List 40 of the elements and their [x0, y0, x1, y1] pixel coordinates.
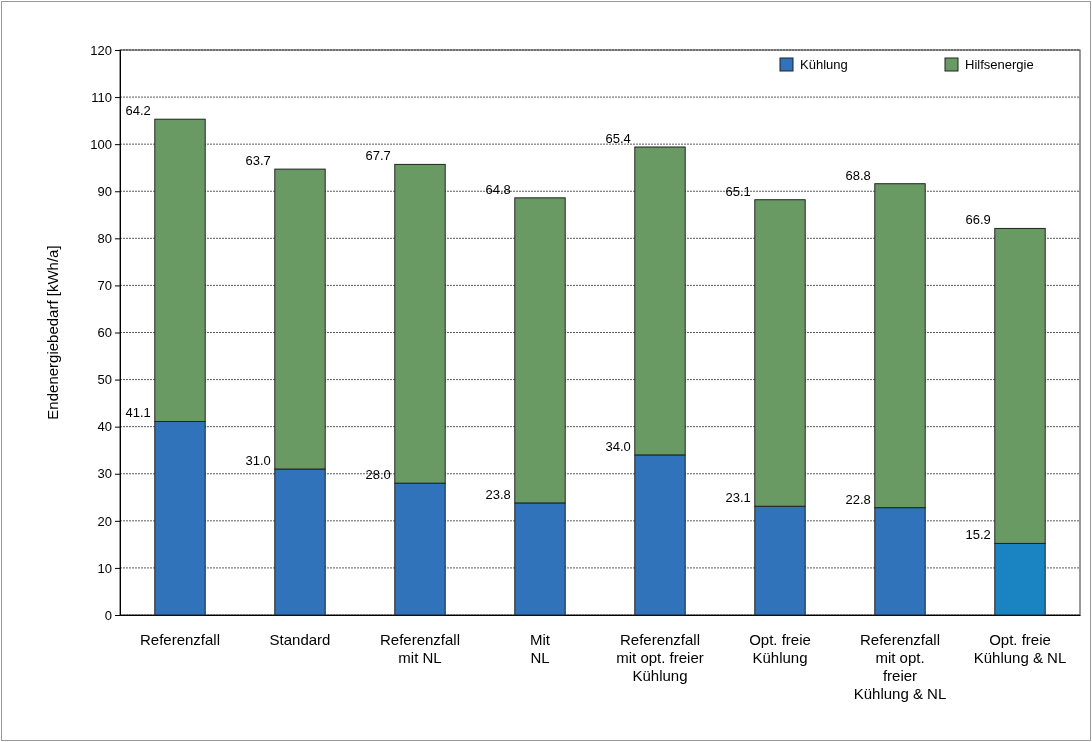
text: 28.0: [365, 467, 391, 483]
text: 23.8: [485, 486, 511, 502]
y-tick-label: 30: [97, 466, 112, 482]
y-axis-title: Endenergiebedarf [kWh/a]: [44, 245, 61, 420]
text: 66.9: [965, 212, 991, 228]
x-tick-label: Standard: [269, 631, 331, 648]
x-tick-label: Opt. freie Kühlung: [749, 631, 811, 666]
text: 31.0: [245, 453, 271, 469]
y-tick-label: 40: [97, 419, 112, 435]
text: 65.4: [605, 130, 631, 146]
y-tick-label: 80: [97, 230, 112, 246]
y-tick-label: 0: [104, 607, 112, 623]
legend-label: Kühlung: [800, 57, 848, 72]
y-tick-label: 20: [97, 513, 112, 529]
y-tick-label: 50: [97, 372, 112, 388]
x-tick-label: Referenzfall mit opt. freier Kühlung & NL: [853, 631, 947, 702]
x-tick-label: Referenzfall mit NL: [379, 631, 461, 666]
text: 64.8: [485, 181, 511, 197]
text: 34.0: [605, 438, 631, 454]
y-tick-label: 90: [97, 183, 112, 199]
x-tick-label: Referenzfall: [139, 631, 221, 648]
x-tick-label: Referenzfall mit opt. freier Kühlung: [616, 631, 704, 684]
y-tick-label: 70: [97, 278, 112, 294]
text: 23.1: [725, 490, 751, 506]
text: 64.2: [125, 103, 151, 119]
legend-label: Hilfsenergie: [965, 57, 1034, 72]
x-tick-label: Mit NL: [530, 631, 551, 666]
x-tick-label: Opt. freie Kühlung & NL: [973, 631, 1067, 666]
text: 68.8: [845, 167, 871, 183]
text: 65.1: [725, 183, 751, 199]
text: 41.1: [125, 405, 151, 421]
text: 15.2: [965, 527, 991, 543]
text: 67.7: [365, 148, 391, 164]
y-tick-label: 10: [97, 560, 112, 576]
y-tick-label: 100: [90, 136, 112, 152]
text: 22.8: [845, 491, 871, 507]
y-tick-label: 60: [97, 325, 112, 341]
y-tick-label: 120: [90, 42, 112, 58]
text: 63.7: [245, 153, 271, 169]
y-tick-label: 110: [91, 89, 112, 105]
